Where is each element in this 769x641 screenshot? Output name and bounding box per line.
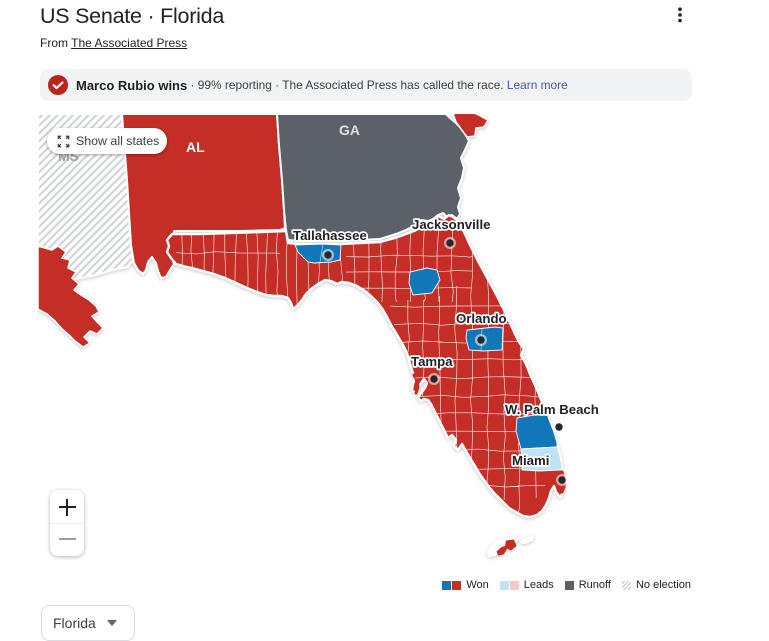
svg-text:Tampa: Tampa (411, 354, 453, 369)
svg-text:Orlando: Orlando (456, 311, 507, 326)
svg-text:Jacksonville: Jacksonville (412, 217, 490, 232)
svg-text:AL: AL (186, 139, 205, 155)
svg-text:Tallahassee: Tallahassee (293, 228, 367, 243)
svg-text:GA: GA (339, 122, 360, 138)
svg-text:W. Palm Beach: W. Palm Beach (505, 402, 599, 417)
svg-text:Miami: Miami (512, 453, 549, 468)
